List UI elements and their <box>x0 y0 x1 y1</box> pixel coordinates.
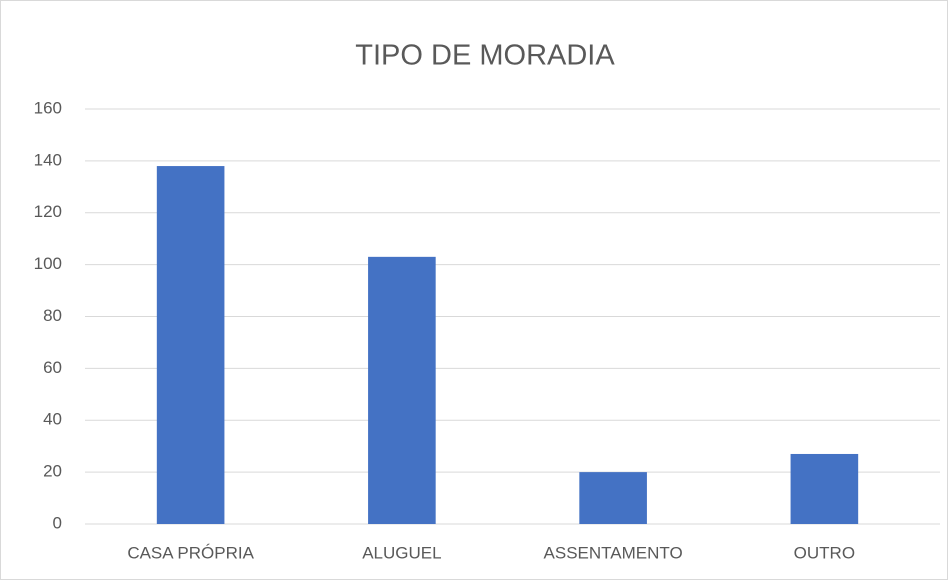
x-tick-label: CASA PRÓPRIA <box>127 543 254 562</box>
bar <box>579 472 647 524</box>
y-tick-label: 60 <box>43 358 62 377</box>
y-tick-label: 120 <box>34 202 62 221</box>
y-tick-label: 0 <box>53 513 62 532</box>
y-tick-label: 40 <box>43 410 62 429</box>
x-tick-label: ALUGUEL <box>362 543 441 562</box>
y-tick-label: 80 <box>43 306 62 325</box>
y-tick-label: 20 <box>43 462 62 481</box>
y-tick-label: 160 <box>34 98 62 117</box>
bar <box>368 256 436 524</box>
chart-title: TIPO DE MORADIA <box>355 40 615 72</box>
bar <box>156 166 225 524</box>
bar <box>790 453 859 524</box>
x-tick-label: OUTRO <box>794 543 855 562</box>
y-tick-label: 140 <box>34 150 62 169</box>
y-tick-label: 100 <box>34 254 62 273</box>
x-tick-label: ASSENTAMENTO <box>544 543 683 562</box>
